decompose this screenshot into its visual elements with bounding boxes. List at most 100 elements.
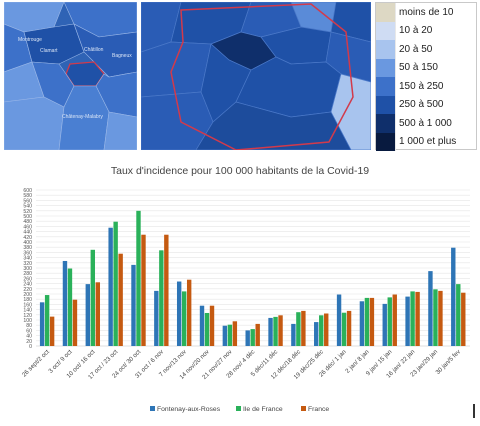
bar xyxy=(90,249,96,346)
legend-label: 150 à 250 xyxy=(399,80,444,92)
text-cursor xyxy=(473,404,475,418)
bar xyxy=(461,292,466,346)
bar xyxy=(336,294,342,346)
legend-swatch xyxy=(376,114,396,133)
bar xyxy=(451,247,456,346)
y-tick-label: 260 xyxy=(23,276,32,282)
y-tick-label: 540 xyxy=(23,204,32,210)
bar xyxy=(250,329,255,346)
legend-swatch xyxy=(376,21,396,40)
legend-label: Ile de France xyxy=(243,406,283,413)
legend-item: 20 à 50 xyxy=(376,40,476,59)
y-tick-label: 20 xyxy=(26,339,32,345)
y-tick-label: 560 xyxy=(23,198,32,204)
y-tick-label: 380 xyxy=(23,245,32,251)
legend-item: 1 000 et plus xyxy=(376,132,476,151)
bar xyxy=(204,312,210,346)
y-tick-label: 160 xyxy=(23,302,32,308)
bar xyxy=(67,268,73,346)
map-right-svg xyxy=(141,2,371,150)
bar xyxy=(341,312,347,346)
bar xyxy=(108,227,113,346)
legend-item: 250 à 500 xyxy=(376,95,476,114)
y-tick-label: 520 xyxy=(23,209,32,215)
bar xyxy=(49,316,55,346)
legend-label: 1 000 et plus xyxy=(399,136,457,148)
bar xyxy=(245,330,250,346)
bar xyxy=(273,316,278,346)
legend-swatch xyxy=(236,406,241,411)
x-tick-label: 30 jan/5 fev xyxy=(434,348,462,376)
bar xyxy=(222,325,228,346)
bar xyxy=(278,315,283,346)
bar xyxy=(227,324,233,346)
y-tick-label: 140 xyxy=(23,308,32,314)
legend-swatch xyxy=(376,58,396,77)
bar xyxy=(296,312,301,346)
bar xyxy=(136,210,141,346)
bar xyxy=(44,295,50,346)
y-tick-label: 220 xyxy=(23,287,32,293)
bar xyxy=(291,323,296,346)
y-tick-label: 600 xyxy=(23,188,32,194)
bar xyxy=(164,234,169,346)
bar xyxy=(364,297,370,346)
bar xyxy=(319,315,324,346)
legend-label: 250 à 500 xyxy=(399,99,444,111)
bar xyxy=(209,305,215,346)
bar xyxy=(39,302,45,346)
y-tick-label: 360 xyxy=(23,250,32,256)
y-tick-label: 240 xyxy=(23,282,32,288)
y-tick-label: 280 xyxy=(23,271,32,277)
bar xyxy=(154,290,159,346)
bar xyxy=(141,234,146,346)
map-legend: moins de 10 10 à 20 20 à 50 50 à 150 150 à 2… xyxy=(375,2,477,151)
map-right xyxy=(141,2,371,150)
legend-item: 10 à 20 xyxy=(376,21,476,40)
map-label-chatillon: Châtillon xyxy=(84,47,104,53)
bar xyxy=(382,303,387,346)
legend-label: 10 à 20 xyxy=(399,25,433,37)
legend-label: 20 à 50 xyxy=(399,43,433,55)
map-label-clamart: Clamart xyxy=(40,48,58,54)
bar xyxy=(232,321,238,346)
legend-swatch xyxy=(376,95,396,114)
legend-label: 50 à 150 xyxy=(399,62,438,74)
legend-swatch xyxy=(376,3,396,22)
legend-item: 50 à 150 xyxy=(376,58,476,77)
map-label-chatenay: Châtenay-Malabry xyxy=(62,114,103,120)
bar xyxy=(410,291,415,346)
bar xyxy=(301,310,306,346)
y-tick-label: 440 xyxy=(23,230,32,236)
y-tick-label: 420 xyxy=(23,235,32,241)
y-tick-label: 460 xyxy=(23,224,32,230)
bar xyxy=(369,297,375,346)
chart-grid xyxy=(36,189,470,347)
legend-label: France xyxy=(308,406,329,413)
bar xyxy=(324,313,329,346)
bar xyxy=(268,317,273,346)
legend-swatch xyxy=(376,40,396,59)
bar xyxy=(456,284,461,346)
legend-label: Fontenay-aux-Roses xyxy=(157,406,221,413)
bar xyxy=(405,296,410,346)
y-tick-label: 0 xyxy=(29,344,32,350)
y-tick-label: 320 xyxy=(23,261,32,267)
y-tick-labels: 0204060801001201401601802002202402602803… xyxy=(23,188,32,350)
y-tick-label: 80 xyxy=(26,323,32,329)
legend-swatch xyxy=(301,406,306,411)
bar xyxy=(62,260,68,346)
legend-swatch xyxy=(376,132,396,151)
legend-item: 150 à 250 xyxy=(376,77,476,96)
bar xyxy=(159,250,164,346)
bar xyxy=(346,310,352,346)
bar xyxy=(392,294,397,346)
y-tick-label: 400 xyxy=(23,240,32,246)
bar xyxy=(438,290,443,346)
bar xyxy=(186,279,192,346)
map-left: Montrouge Clamart Châtillon Bagneux Chât… xyxy=(4,2,137,150)
bar xyxy=(415,291,420,346)
bar xyxy=(85,284,91,346)
legend-swatch xyxy=(150,406,155,411)
y-tick-label: 300 xyxy=(23,266,32,272)
